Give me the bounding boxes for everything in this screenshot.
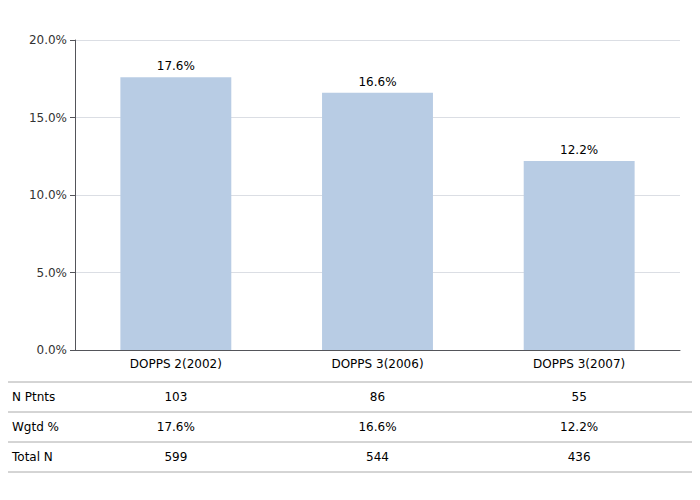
svg-text:86: 86 (370, 390, 385, 404)
svg-text:16.6%: 16.6% (358, 75, 396, 89)
svg-text:544: 544 (366, 450, 389, 464)
svg-text:20.0%: 20.0% (29, 33, 67, 47)
svg-text:12.2%: 12.2% (560, 143, 598, 157)
svg-text:N Ptnts: N Ptnts (12, 390, 55, 404)
svg-text:55: 55 (572, 390, 587, 404)
svg-text:10.0%: 10.0% (29, 188, 67, 202)
svg-text:DOPPS 3(2007): DOPPS 3(2007) (533, 357, 625, 371)
svg-text:17.6%: 17.6% (157, 420, 195, 434)
svg-text:15.0%: 15.0% (29, 111, 67, 125)
svg-text:17.6%: 17.6% (157, 59, 195, 73)
svg-text:Wgtd %: Wgtd % (12, 420, 59, 434)
svg-text:DOPPS 2(2002): DOPPS 2(2002) (130, 357, 222, 371)
svg-text:16.6%: 16.6% (358, 420, 396, 434)
svg-text:0.0%: 0.0% (37, 343, 68, 357)
svg-text:599: 599 (164, 450, 187, 464)
svg-text:5.0%: 5.0% (37, 266, 68, 280)
svg-text:Total N: Total N (11, 450, 53, 464)
svg-text:103: 103 (164, 390, 187, 404)
svg-text:436: 436 (568, 450, 591, 464)
svg-text:DOPPS 3(2006): DOPPS 3(2006) (331, 357, 423, 371)
svg-text:12.2%: 12.2% (560, 420, 598, 434)
